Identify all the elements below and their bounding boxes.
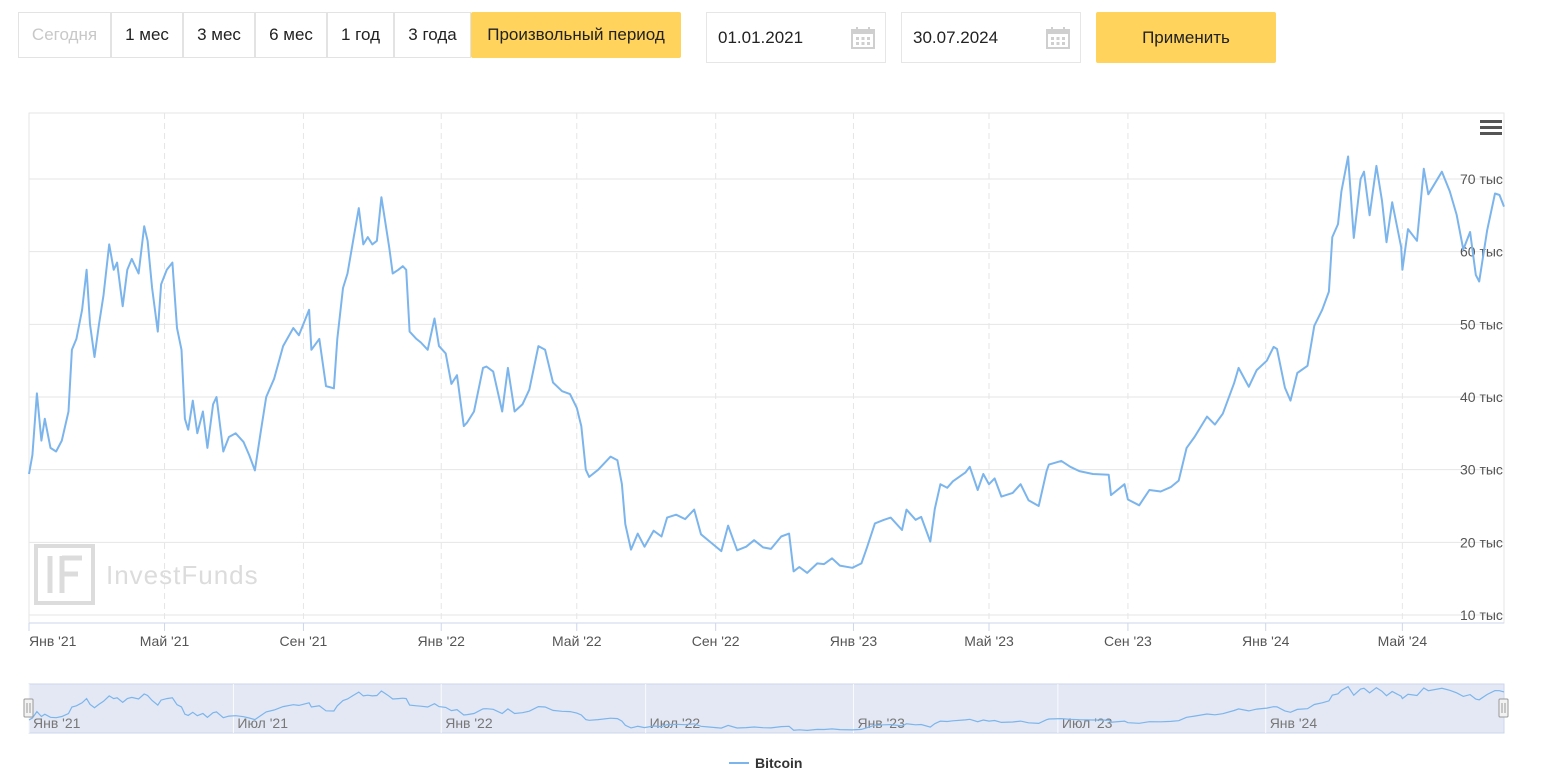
x-tick-label: Май '21 [140, 633, 190, 649]
period-6-months-button[interactable]: 6 мес [255, 12, 327, 58]
x-tick-label: Янв '24 [1242, 633, 1290, 649]
period-3-years-button[interactable]: 3 года [394, 12, 471, 58]
bitcoin-series-line [28, 155, 1505, 574]
hamburger-menu-icon[interactable] [1478, 115, 1504, 141]
period-1-month-button[interactable]: 1 мес [111, 12, 183, 58]
chart-legend[interactable]: Bitcoin [729, 755, 802, 771]
period-1-year-button[interactable]: 1 год [327, 12, 394, 58]
navigator-tick-label: Янв '21 [33, 715, 81, 731]
navigator-tick-label: Июл '21 [237, 715, 288, 731]
watermark-logo: InvestFunds [34, 544, 259, 605]
date-from-field[interactable]: 01.01.2021 [706, 12, 886, 63]
calendar-icon[interactable] [851, 26, 875, 55]
date-to-field[interactable]: 30.07.2024 [901, 12, 1081, 63]
x-tick-label: Май '24 [1378, 633, 1428, 649]
navigator-series-line [28, 685, 1505, 732]
watermark-text: InvestFunds [106, 560, 259, 590]
x-tick-label: Май '23 [964, 633, 1014, 649]
y-axis: 10 тыс 20 тыс 30 тыс 40 тыс 50 тыс 60 тыс 70 т… [1460, 171, 1503, 623]
x-tick-label: Янв '22 [418, 633, 466, 649]
x-tick-label: Сен '21 [280, 633, 328, 649]
calendar-icon[interactable] [1046, 26, 1070, 55]
x-tick-label: Сен '22 [692, 633, 740, 649]
plot-frame [28, 112, 1505, 624]
period-3-months-button[interactable]: 3 мес [183, 12, 255, 58]
y-tick-label: 40 тыс [1460, 389, 1503, 405]
y-tick-label: 10 тыс [1460, 607, 1503, 623]
y-tick-label: 30 тыс [1460, 462, 1503, 478]
navigator-tick-label: Янв '24 [1270, 715, 1318, 731]
x-tick-label: Сен '23 [1104, 633, 1152, 649]
navigator-tick-label: Янв '22 [445, 715, 493, 731]
navigator-tick-label: Июл '23 [1062, 715, 1113, 731]
period-today-button[interactable]: Сегодня [18, 12, 111, 58]
x-tick-label: Янв '23 [830, 633, 878, 649]
navigator-tick-label: Июл '22 [650, 715, 701, 731]
range-navigator[interactable]: Янв '21 Июл '21 Янв '22 Июл '22 Янв '23 Июл '… [23, 683, 1509, 734]
date-to-value: 30.07.2024 [913, 27, 999, 47]
x-axis: Янв '21 Май '21 Сен '21 Янв '22 Май '22 Сен '… [28, 622, 1504, 649]
period-custom-button[interactable]: Произвольный период [471, 12, 681, 58]
y-tick-label: 60 тыс [1460, 244, 1503, 260]
x-tick-label: Май '22 [552, 633, 602, 649]
x-tick-label: Янв '21 [29, 633, 77, 649]
y-tick-label: 20 тыс [1460, 534, 1503, 550]
navigator-left-handle[interactable] [23, 698, 34, 718]
y-tick-label: 50 тыс [1460, 316, 1503, 332]
date-from-value: 01.01.2021 [718, 27, 804, 47]
chart-grid [28, 112, 1505, 624]
legend-label-bitcoin: Bitcoin [755, 755, 802, 771]
y-tick-label: 70 тыс [1460, 171, 1503, 187]
apply-button[interactable]: Применить [1096, 12, 1276, 63]
navigator-right-handle[interactable] [1498, 698, 1509, 718]
